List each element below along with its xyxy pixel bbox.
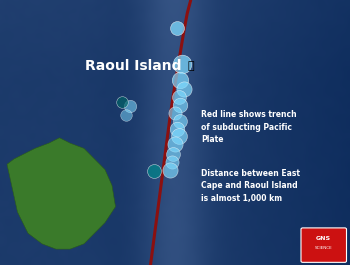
Point bbox=[177, 77, 183, 82]
Point bbox=[123, 113, 129, 117]
Point bbox=[127, 104, 132, 108]
Point bbox=[174, 126, 180, 131]
Point bbox=[176, 134, 181, 139]
Point bbox=[169, 160, 174, 164]
Point bbox=[177, 103, 183, 107]
Point bbox=[177, 118, 183, 123]
Point bbox=[176, 95, 181, 99]
Point bbox=[172, 142, 178, 147]
Point bbox=[167, 167, 173, 172]
Text: SCIENCE: SCIENCE bbox=[315, 246, 332, 250]
Point bbox=[151, 169, 157, 173]
Point bbox=[179, 61, 185, 66]
Point bbox=[170, 152, 176, 156]
Text: GNS: GNS bbox=[316, 236, 331, 241]
Text: 🌋: 🌋 bbox=[188, 61, 194, 71]
Text: Red line shows trench
of subducting Pacific
Plate: Red line shows trench of subducting Paci… bbox=[201, 110, 297, 144]
Point bbox=[172, 111, 178, 115]
Polygon shape bbox=[7, 138, 116, 249]
Text: Distance between East
Cape and Raoul Island
is almost 1,000 km: Distance between East Cape and Raoul Isl… bbox=[201, 169, 300, 202]
Point bbox=[174, 26, 180, 30]
Point bbox=[120, 100, 125, 104]
FancyBboxPatch shape bbox=[301, 228, 346, 262]
Text: Raoul Island: Raoul Island bbox=[85, 59, 181, 73]
Point bbox=[181, 87, 187, 91]
